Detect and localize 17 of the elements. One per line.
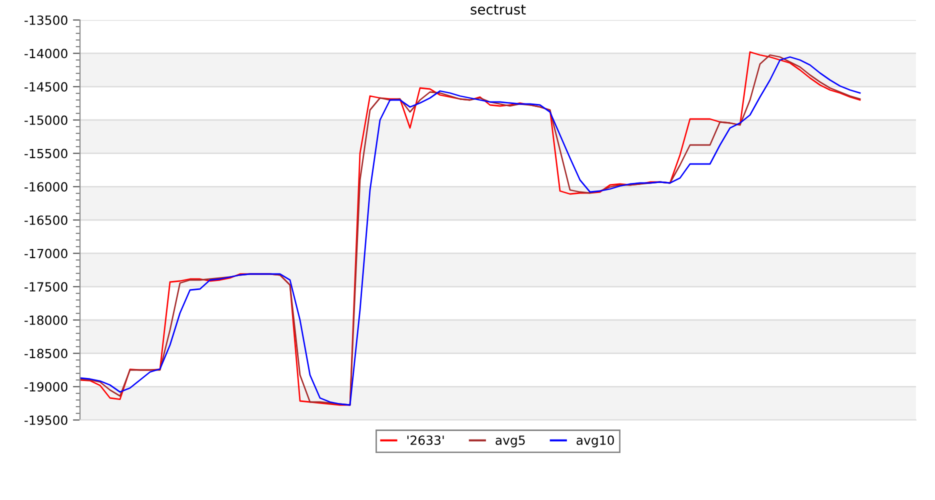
y-tick-label: -18500 <box>24 348 68 358</box>
y-tick-label: -19000 <box>24 382 68 392</box>
y-tick-label: -13500 <box>24 15 68 25</box>
y-tick-label: -15500 <box>24 148 68 158</box>
y-tick-label: -17000 <box>24 248 68 258</box>
y-tick-label: -16500 <box>24 215 68 225</box>
legend-label: avg10 <box>576 435 614 448</box>
y-tick-label: -17500 <box>24 282 68 292</box>
y-tick-label: -19500 <box>24 415 68 425</box>
y-tick-label: -15000 <box>24 115 68 125</box>
legend-label: '2633' <box>407 435 444 445</box>
legend-label: avg5 <box>496 436 525 448</box>
y-tick-label: -16000 <box>24 182 68 192</box>
chart-title: sectrust <box>470 4 526 15</box>
y-tick-label: -18000 <box>24 315 68 325</box>
y-tick-label: -14000 <box>24 48 68 58</box>
y-tick-label: -14500 <box>24 82 68 92</box>
